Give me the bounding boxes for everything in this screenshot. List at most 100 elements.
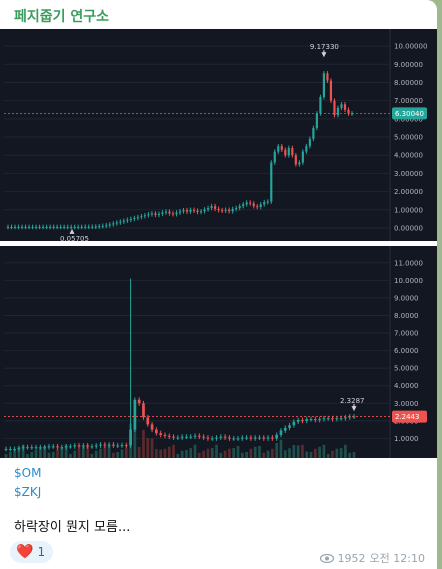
volume-bar [236,446,240,458]
volume-bar [163,448,167,458]
candle-body [124,445,128,447]
candle-body [193,435,197,437]
volume-bar [202,450,205,458]
candle-body [142,403,145,418]
candle-body [69,446,72,448]
chart-bottom-zkj[interactable]: 11.0000 10.0000 9.0000 8.0000 7.0000 6.0000 5.… [0,246,437,458]
volume-bar [258,446,261,458]
candle-body [335,418,339,420]
volume-bar [146,438,150,458]
candle-body [39,447,42,449]
candle-body [256,206,259,208]
y-tick-label: 8.00000 [394,79,423,87]
candle-body [214,206,217,209]
candle-body [60,447,64,449]
high-arrow-stem [353,404,355,408]
candle-body [45,226,48,228]
candle-body [17,448,21,450]
candle-body [273,151,276,163]
chart-bottom-svg: 11.0000 10.0000 9.0000 8.0000 7.0000 6.0000 5.… [4,246,427,458]
volume-bar [266,450,270,458]
volume-bar [90,454,94,458]
candle-body [108,224,111,226]
candle-body [196,210,199,212]
candle-body [161,212,164,214]
volume-bar [86,444,89,458]
y-tick-label: 10.00000 [394,43,427,51]
y-tick-label: 4.00000 [394,152,423,160]
candle-body [49,226,52,228]
current-price-tag: 6.30040 [392,107,427,120]
volume-bar [288,448,291,458]
y-tick-label: 0.00000 [394,225,423,233]
volume-bar [305,451,309,458]
candle-body [77,445,81,447]
candle-body [38,226,41,228]
candle-body [90,446,94,448]
volume-bar [348,452,352,458]
high-arrow-stem [323,50,325,54]
candle-body [189,436,193,438]
volume-bar [39,448,42,458]
candle-body [270,162,273,202]
volume-bar [142,430,145,458]
candle-body [336,107,340,116]
candle-body [176,437,180,439]
candle-body [262,437,266,439]
candle-body [235,207,238,209]
volume-bar [292,445,296,458]
candle-body [333,100,336,116]
low-arrow-icon [69,228,75,234]
volume-bar [339,448,343,458]
volume-bar [155,449,158,458]
chart-top-om[interactable]: 10.000009.000008.000007.000006.000005.00… [0,29,437,241]
volume-bar [137,447,141,458]
candle-body [120,445,124,447]
volume-bar [193,444,197,458]
candle-body [164,211,168,213]
candle-body [232,438,236,440]
view-count: 1952 [337,551,366,565]
candle-body [42,226,45,228]
candle-body [266,437,270,439]
volume-bar [150,438,154,458]
y-tick-label: 10.0000 [394,277,423,285]
volume-bar [275,443,278,458]
candle-body [231,208,234,212]
candle-body [206,207,210,210]
volume-bar [240,452,244,458]
candle-body [347,109,350,114]
candle-body [52,226,55,228]
volume-bar [206,448,210,458]
candle-body [159,433,162,435]
y-tick-label: 3.0000 [394,400,419,408]
volume-bar [26,454,29,458]
price-tag-text: 2.2443 [395,413,420,421]
candle-body [101,225,104,227]
volume-bar [301,444,304,458]
candle-body [172,436,175,438]
candle-body [80,226,83,228]
candle-body [155,429,158,434]
candle-body [301,419,304,421]
volume-bar [43,446,46,458]
volume-bar [318,446,321,458]
ticker-link-om[interactable]: $OM [14,466,42,480]
y-tick-label: 2.00000 [394,188,423,196]
ticker-link-zkj[interactable]: $ZKJ [14,485,42,499]
candle-body [275,434,278,439]
candle-body [258,437,261,439]
candle-body [64,446,68,448]
candle-body [163,434,167,436]
volume-bar [94,450,98,458]
volume-bar [232,448,236,458]
candle-body [59,226,62,228]
candle-body [63,226,66,228]
reaction-heart[interactable]: ❤️ 1 [10,541,54,563]
channel-title[interactable]: 페지줍기 연구소 [14,9,110,25]
volume-bar [215,444,218,458]
candle-body [245,437,248,439]
volume-bar [120,449,124,458]
candle-body [26,447,29,449]
volume-bar [56,448,59,458]
